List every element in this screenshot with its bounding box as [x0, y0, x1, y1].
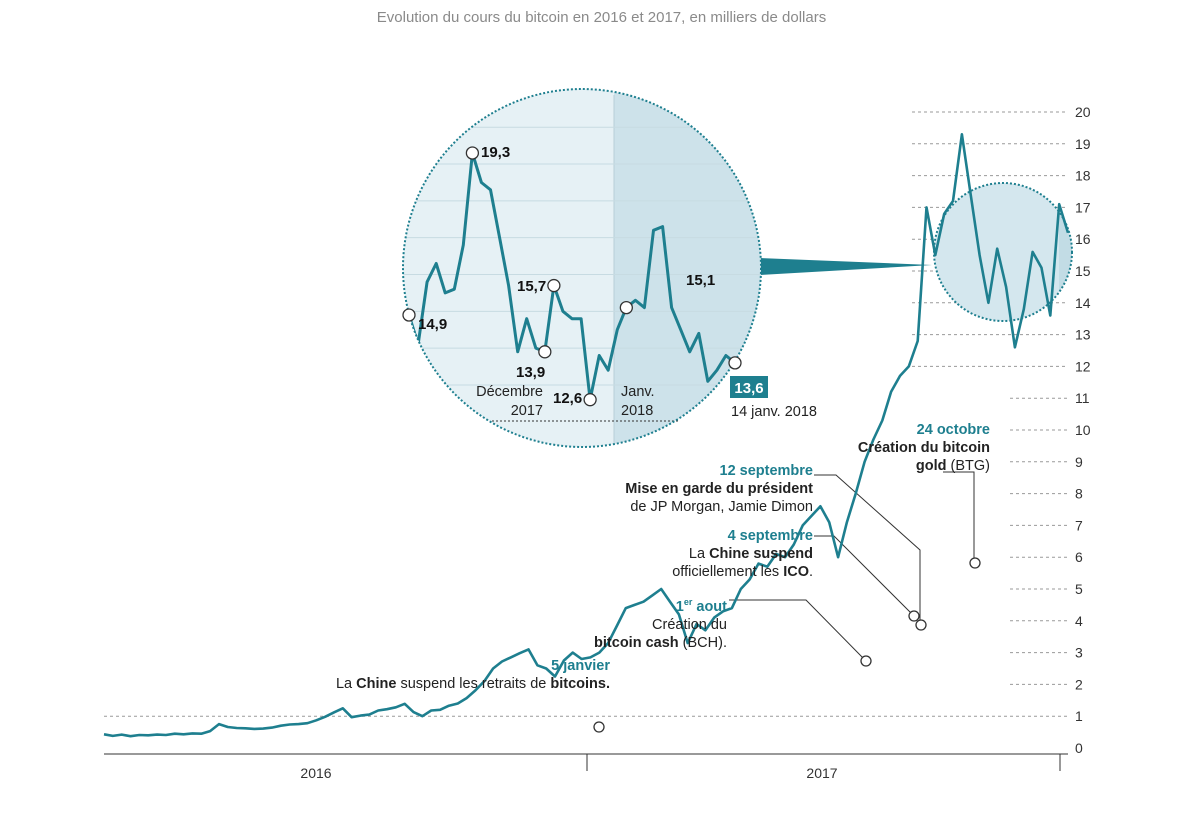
last-date-label: 14 janv. 2018	[731, 404, 817, 420]
annotation-date: 24 octobre	[916, 422, 990, 438]
y-tick-label: 11	[1075, 390, 1090, 406]
annotation-date: 1er aout	[675, 597, 727, 615]
y-tick-label: 14	[1075, 295, 1091, 311]
zoom-circle-fill	[934, 183, 1072, 321]
y-tick-label: 10	[1075, 422, 1091, 438]
y-tick-label: 8	[1075, 486, 1083, 502]
event-marker	[860, 655, 872, 667]
inset-circle-border	[402, 88, 762, 448]
inset-marker	[619, 300, 633, 315]
inset-month-label: Janv.	[621, 384, 655, 400]
leader-line	[943, 471, 975, 562]
inset-zoom: 14,9 19,3 15,7 13,9 12,6 15,1 13,6 14 janv. 201…	[402, 88, 817, 448]
y-tick-label: 4	[1075, 613, 1083, 629]
leader-line	[814, 474, 921, 625]
inset-marker	[583, 393, 597, 407]
zoom-circle-shade	[1059, 183, 1072, 321]
annotation-aug1: 1er aout Création du bitcoin cash (BCH).	[560, 593, 727, 652]
price-line	[103, 133, 1073, 738]
x-axis: 2016 2017	[104, 753, 1068, 781]
inset-series-line	[407, 151, 736, 402]
inset-value-label: 12,6	[553, 390, 582, 407]
x-tick-label: 2017	[806, 765, 837, 781]
inset-marker	[728, 356, 742, 370]
y-tick-label: 20	[1075, 104, 1091, 120]
event-marker	[908, 610, 920, 622]
series-line	[103, 133, 1070, 738]
y-tick-label: 0	[1075, 740, 1083, 756]
event-markers	[593, 557, 981, 733]
inset-month-label: 2017	[511, 403, 543, 419]
zoom-circle	[760, 183, 1072, 321]
inset-value-label: 14,9	[418, 316, 447, 333]
y-tick-label: 3	[1075, 645, 1083, 661]
zoom-circle-border	[933, 182, 1073, 322]
event-marker	[915, 619, 927, 631]
leader-line	[814, 535, 915, 617]
annotation-date: 5 janvier	[551, 658, 610, 674]
inset-month-label: Décembre	[476, 384, 543, 400]
annotation-jan5: 5 janvier La Chine suspend les retraits …	[290, 657, 610, 693]
y-tick-label: 1	[1075, 708, 1083, 724]
annotation-sep12: 12 septembre Mise en garde du président …	[560, 462, 813, 516]
y-tick-label: 19	[1075, 136, 1091, 152]
y-tick-label: 9	[1075, 454, 1083, 470]
x-tick-label: 2016	[300, 765, 331, 781]
inset-marker	[547, 278, 561, 293]
annotation-date: 12 septembre	[719, 463, 814, 479]
y-tick-label: 16	[1075, 231, 1091, 247]
inset-marker	[465, 146, 480, 160]
y-tick-label: 7	[1075, 517, 1083, 533]
chart-title: Evolution du cours du bitcoin en 2016 et…	[376, 9, 827, 26]
last-value-label: 13,6	[734, 380, 763, 397]
inset-month-label: 2018	[621, 403, 653, 419]
annotation-sep4: 4 septembre La Chine suspend officiellem…	[600, 527, 813, 581]
zoom-connector	[760, 258, 932, 275]
last-value-badge	[730, 376, 768, 398]
inset-marker	[538, 345, 552, 359]
inset-value-label: 15,1	[686, 272, 715, 289]
y-tick-label: 2	[1075, 676, 1083, 692]
y-tick-label: 5	[1075, 581, 1083, 597]
event-marker	[969, 557, 981, 569]
event-marker	[593, 721, 605, 733]
annotation-date: 4 septembre	[727, 528, 813, 544]
y-tick-label: 15	[1075, 263, 1091, 279]
y-tick-label: 17	[1075, 199, 1091, 215]
inset-value-label: 15,7	[517, 278, 546, 295]
y-tick-label: 13	[1075, 327, 1091, 343]
y-tick-label: 12	[1075, 358, 1091, 374]
inset-value-label: 19,3	[481, 144, 510, 161]
leader-line	[729, 599, 866, 661]
inset-marker	[402, 308, 416, 322]
y-tick-label: 6	[1075, 549, 1083, 565]
y-tick-label: 18	[1075, 168, 1091, 184]
inset-value-label: 13,9	[516, 364, 545, 381]
annotation-oct24: 24 octobre Création du bitcoin gold (BTG…	[800, 421, 990, 475]
